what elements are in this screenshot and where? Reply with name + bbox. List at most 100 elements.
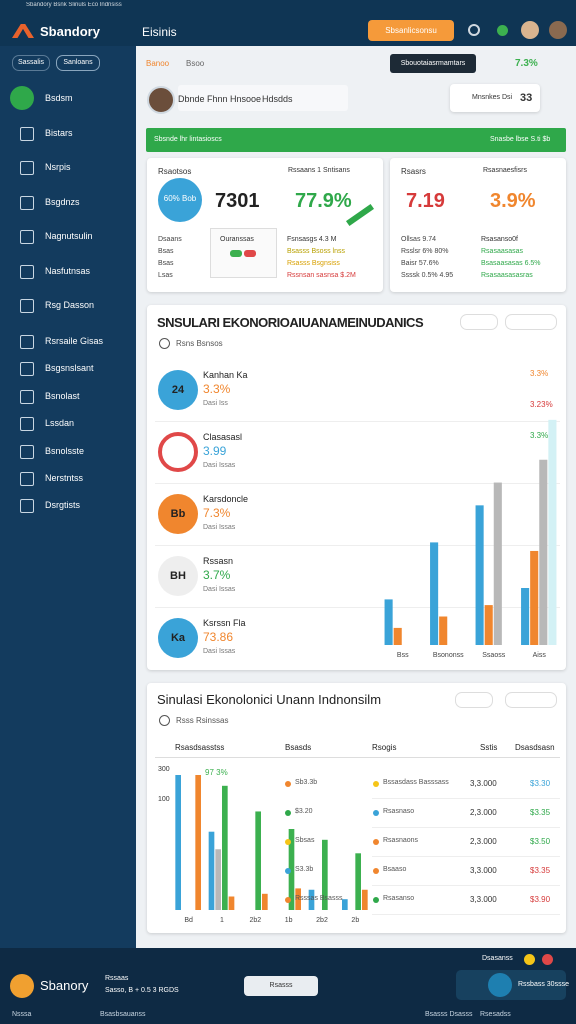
nav-item[interactable]: Bsgsnslsant <box>45 363 94 374</box>
row-value: 7.3% <box>203 506 231 520</box>
bar <box>295 888 301 910</box>
x-tick-label: Bsononss <box>433 652 464 659</box>
bar <box>322 839 328 910</box>
nav-item[interactable]: Bsnolast <box>45 390 80 401</box>
cell: 3,3.000 <box>470 779 497 788</box>
panel-title: Sinulasi Ekonolonici Unann Indnonsilm <box>157 692 382 707</box>
sidebar-tab[interactable]: Sassalis <box>12 55 50 71</box>
row-name: Ksrssn Fla <box>203 618 246 628</box>
page-title: Eisinis <box>142 25 177 39</box>
y-label: 100 <box>158 796 170 803</box>
nav-item[interactable]: Dsrgtists <box>45 500 81 511</box>
bottom-link[interactable]: Rsesadss <box>480 1011 511 1018</box>
banner-text: Snasbe lbse S.ti $b <box>490 136 551 143</box>
bottom-button[interactable]: Rsasss <box>244 976 318 996</box>
row-badge <box>158 370 198 410</box>
nav-item[interactable]: Rsg Dasson <box>45 300 95 310</box>
nav-icon <box>20 161 34 175</box>
chart-note: 97 3% <box>205 768 228 777</box>
kpi-note: Rsasanso0f <box>481 236 518 243</box>
bottom-avatar <box>10 974 34 998</box>
nav-item[interactable]: Bsgdnzs <box>45 196 80 207</box>
table-header: Bsasds <box>285 743 312 752</box>
row-note: Dasi Issas <box>203 648 236 655</box>
kpi-value: 7.19 <box>406 190 445 212</box>
side-label: 3.3% <box>530 431 549 440</box>
bottom-link[interactable]: Bsasss Dsasss <box>425 1011 473 1018</box>
nav-item[interactable]: Nsrpis <box>45 162 71 172</box>
pill-button[interactable] <box>505 314 557 330</box>
kpi-value: 3.9% <box>490 190 536 212</box>
profile-name: Dbnde Fhnn Hnsooe <box>178 94 262 104</box>
profile-link[interactable]: Mnsnkes Dsi <box>472 94 513 101</box>
x-tick-label: 1 <box>220 917 224 924</box>
dot <box>542 954 553 965</box>
x-tick-label: Aiss <box>533 652 547 659</box>
bar <box>530 550 539 645</box>
nav-item[interactable]: Nasfutnsas <box>45 265 91 276</box>
nav-item[interactable]: Nerstntss <box>45 473 84 483</box>
row-badge <box>158 432 198 472</box>
bar <box>439 616 448 645</box>
cell: $3.35 <box>530 808 551 817</box>
nav-icon <box>20 299 34 313</box>
pill-button[interactable] <box>455 692 493 708</box>
dot <box>285 868 291 874</box>
dot <box>373 781 379 787</box>
bar <box>430 542 439 645</box>
nav-item[interactable]: Rsrsaile Gisas <box>45 336 104 346</box>
action-button[interactable]: Sbouotaiasrmamtars <box>390 54 476 73</box>
bar-chart: Bd 1 2b2 1b 2b2 2b <box>175 775 368 924</box>
bar <box>393 627 402 645</box>
row-value: 3.3% <box>203 382 231 396</box>
kpi-value: 77.9% <box>295 190 352 212</box>
bottom-status: Dsasanss <box>482 955 513 962</box>
kpi-row: Ollsas 9.74 <box>401 236 437 243</box>
filter[interactable]: Banoo <box>146 59 170 68</box>
nav-icon <box>20 335 34 349</box>
dot <box>373 868 379 874</box>
nav-item[interactable]: Bsdsm <box>45 93 73 103</box>
avatar <box>549 21 567 39</box>
divider <box>155 483 560 484</box>
kpi-note: Bsasss Bsoss lnss <box>287 248 345 255</box>
sidebar-tab[interactable]: Sanloans <box>56 55 100 71</box>
nav-item[interactable]: Bistars <box>45 127 73 138</box>
pill-button[interactable] <box>505 692 557 708</box>
pill-button[interactable] <box>460 314 498 330</box>
pill <box>244 250 256 257</box>
bottom-card-text: Rssbass 30ssse <box>518 981 569 988</box>
cell: 2,3.000 <box>470 837 497 846</box>
profile-count: 33 <box>520 92 533 104</box>
nav-icon <box>20 230 34 244</box>
table-header: Rsogis <box>372 743 397 752</box>
kpi-note: Rsasaasasasras <box>481 272 533 279</box>
sidebar <box>0 46 136 948</box>
row-value: 3.7% <box>203 568 231 582</box>
kpi-row: Rsslsr 6% 80% <box>401 248 449 255</box>
bar <box>308 889 315 910</box>
nav-item[interactable]: Lssdan <box>45 418 75 429</box>
dot <box>524 954 535 965</box>
bar <box>288 829 295 910</box>
nav-item[interactable]: Bsnolsste <box>45 445 85 456</box>
table-header: Sstis <box>480 743 498 752</box>
cell: 3,3.000 <box>470 895 497 904</box>
bottom-link[interactable]: Bsasbsauanss <box>100 1011 146 1018</box>
nav-item[interactable]: Nagnutsulin <box>45 231 93 241</box>
filter[interactable]: Bsoo <box>186 59 205 68</box>
row-value: 73.86 <box>203 630 234 644</box>
bar <box>362 889 368 910</box>
dot <box>285 781 291 787</box>
primary-button[interactable]: Sbsanlicsonsu <box>368 20 454 41</box>
profile-tag: Hdsdds <box>262 94 293 104</box>
banner <box>146 128 566 152</box>
brand: Sbandory <box>40 24 100 39</box>
dot <box>373 839 379 845</box>
profile-avatar <box>147 86 175 114</box>
bar <box>342 899 348 910</box>
bottom-link[interactable]: Nsssa <box>12 1011 32 1018</box>
bar <box>175 775 181 910</box>
dot <box>373 897 379 903</box>
cell: Rsasnaons <box>383 837 419 844</box>
